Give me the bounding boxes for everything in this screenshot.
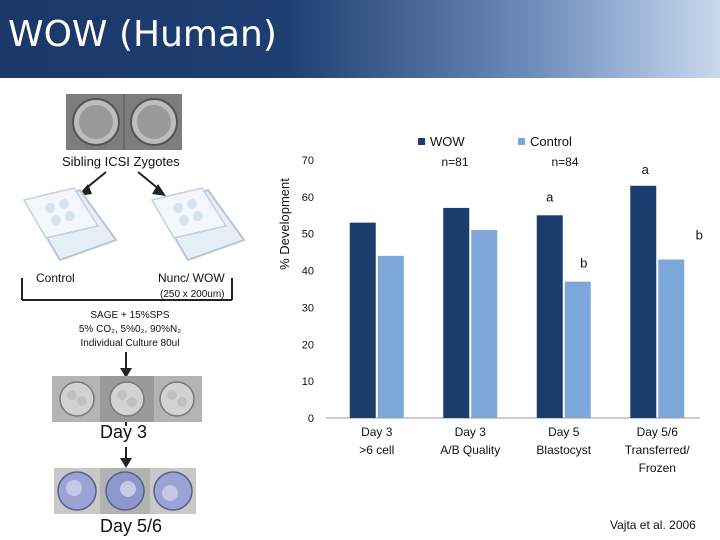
bar-wow bbox=[349, 222, 376, 418]
day3-embryo-image bbox=[52, 376, 202, 422]
nunc-dimensions-label: (250 x 200um) bbox=[160, 289, 225, 300]
legend-label-wow: WOW bbox=[430, 134, 465, 149]
sibling-zygotes-label: Sibling ICSI Zygotes bbox=[62, 154, 180, 169]
y-tick-label: 40 bbox=[302, 266, 314, 278]
nunc-wow-dish-image bbox=[150, 187, 246, 262]
x-tick-label: Day 3 A/B Quality bbox=[440, 425, 500, 457]
bar-wow bbox=[630, 185, 657, 418]
control-label: Control bbox=[36, 271, 75, 285]
legend-n-wow: n=81 bbox=[441, 155, 468, 169]
y-tick-label: 20 bbox=[302, 339, 314, 351]
day56-label: Day 5/6 bbox=[100, 516, 163, 536]
legend-label-control: Control bbox=[530, 134, 572, 149]
day56-blastocyst-image bbox=[54, 468, 196, 514]
bar-control bbox=[377, 255, 404, 418]
bar-control bbox=[658, 259, 685, 418]
significance-letter: b bbox=[696, 228, 703, 243]
significance-letter: b bbox=[580, 256, 587, 271]
y-tick-label: 50 bbox=[302, 229, 314, 241]
legend-swatch-wow bbox=[418, 138, 425, 145]
y-tick-label: 10 bbox=[302, 376, 314, 388]
y-axis-label: % Development bbox=[277, 178, 292, 270]
y-tick-label: 70 bbox=[302, 155, 314, 167]
day3-label: Day 3 bbox=[100, 422, 148, 442]
bar-control bbox=[471, 230, 498, 418]
control-dish-image bbox=[22, 187, 118, 262]
nunc-wow-label: Nunc/ WOW bbox=[158, 271, 225, 285]
title-bar: WOW (Human) bbox=[0, 0, 720, 78]
culture-line-1: SAGE + 15%SPS bbox=[90, 310, 170, 321]
significance-letter: a bbox=[546, 189, 554, 204]
significance-letter: a bbox=[642, 162, 650, 177]
bar-control bbox=[564, 281, 591, 418]
legend-swatch-control bbox=[518, 138, 525, 145]
culture-line-2: 5% CO₂, 5%0₂, 90%N₂ bbox=[78, 324, 182, 335]
legend-n-control: n=84 bbox=[551, 155, 578, 169]
y-tick-label: 0 bbox=[308, 413, 314, 425]
citation: Vajta et al. 2006 bbox=[610, 518, 696, 532]
x-tick-label: Day 5 Blastocyst bbox=[536, 425, 591, 457]
page-title: WOW (Human) bbox=[8, 14, 277, 55]
x-tick-label: Day 5/6 Transferred/Frozen bbox=[625, 425, 691, 475]
y-tick-label: 60 bbox=[302, 192, 314, 204]
culture-line-3: Individual Culture 80ul bbox=[80, 338, 180, 349]
bar-wow bbox=[443, 207, 470, 418]
y-tick-label: 30 bbox=[302, 302, 314, 314]
zygote-image bbox=[66, 94, 182, 150]
culture-conditions: SAGE + 15%SPS 5% CO₂, 5%0₂, 90%N₂ Indivi… bbox=[40, 309, 220, 351]
bar-wow bbox=[536, 215, 563, 418]
x-tick-label: Day 3 >6 cell bbox=[359, 425, 394, 457]
